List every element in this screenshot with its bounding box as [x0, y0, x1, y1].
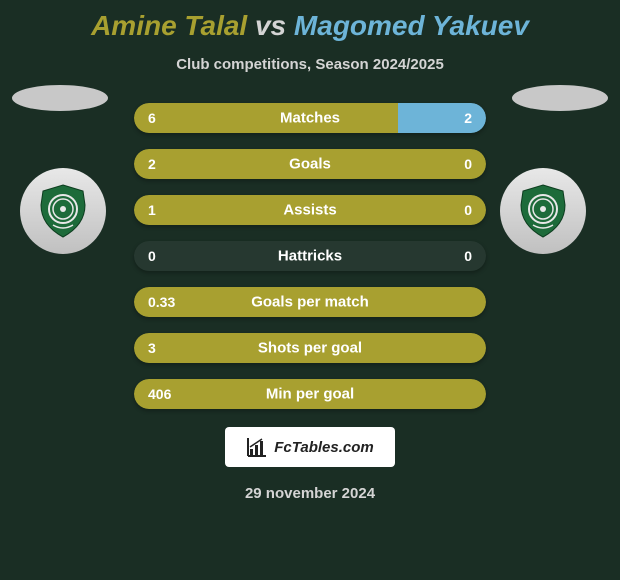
- stat-row: 0.33 Goals per match: [134, 287, 486, 317]
- stat-row: 406 Min per goal: [134, 379, 486, 409]
- footer-brand-text: FcTables.com: [274, 439, 373, 456]
- footer-brand-logo: FcTables.com: [225, 427, 395, 467]
- stat-value-left: 3: [148, 340, 156, 356]
- content-area: 6 2 Matches 2 0 Goals 1 0 Assists 0 0 Hattricks 0.33…: [0, 103, 620, 409]
- stat-label: Shots per goal: [258, 340, 362, 357]
- player1-shadow-icon: [10, 83, 110, 118]
- stat-row: 3 Shots per goal: [134, 333, 486, 363]
- club-crest-icon: [515, 183, 571, 239]
- stat-label: Min per goal: [266, 386, 354, 403]
- stat-label: Assists: [283, 202, 336, 219]
- stat-value-left: 2: [148, 156, 156, 172]
- stat-value-left: 6: [148, 110, 156, 126]
- date-text: 29 november 2024: [0, 485, 620, 502]
- chart-icon: [246, 436, 268, 458]
- stat-value-right: 2: [464, 110, 472, 126]
- player1-club-logo: [20, 168, 120, 268]
- stat-row: 1 0 Assists: [134, 195, 486, 225]
- stat-row: 6 2 Matches: [134, 103, 486, 133]
- stat-row: 2 0 Goals: [134, 149, 486, 179]
- club-crest-icon: [35, 183, 91, 239]
- stat-value-right: 0: [464, 248, 472, 264]
- stat-value-right: 0: [464, 156, 472, 172]
- stat-bar-right: [398, 103, 486, 133]
- player2-name: Magomed Yakuev: [294, 10, 529, 41]
- stat-label: Goals: [289, 156, 331, 173]
- player2-club-logo: [500, 168, 600, 268]
- stat-value-left: 1: [148, 202, 156, 218]
- stat-row: 0 0 Hattricks: [134, 241, 486, 271]
- stat-value-left: 406: [148, 386, 171, 402]
- vs-text: vs: [255, 10, 286, 41]
- stat-value-right: 0: [464, 202, 472, 218]
- player1-name: Amine Talal: [91, 10, 247, 41]
- player2-shadow-icon: [510, 83, 610, 118]
- stat-bar-left: [134, 103, 398, 133]
- comparison-title: Amine Talal vs Magomed Yakuev: [0, 0, 620, 42]
- stat-label: Matches: [280, 110, 340, 127]
- stat-label: Goals per match: [251, 294, 369, 311]
- subtitle: Club competitions, Season 2024/2025: [0, 56, 620, 73]
- stats-bars: 6 2 Matches 2 0 Goals 1 0 Assists 0 0 Hattricks 0.33…: [134, 103, 486, 409]
- stat-value-left: 0: [148, 248, 156, 264]
- stat-label: Hattricks: [278, 248, 342, 265]
- stat-value-left: 0.33: [148, 294, 175, 310]
